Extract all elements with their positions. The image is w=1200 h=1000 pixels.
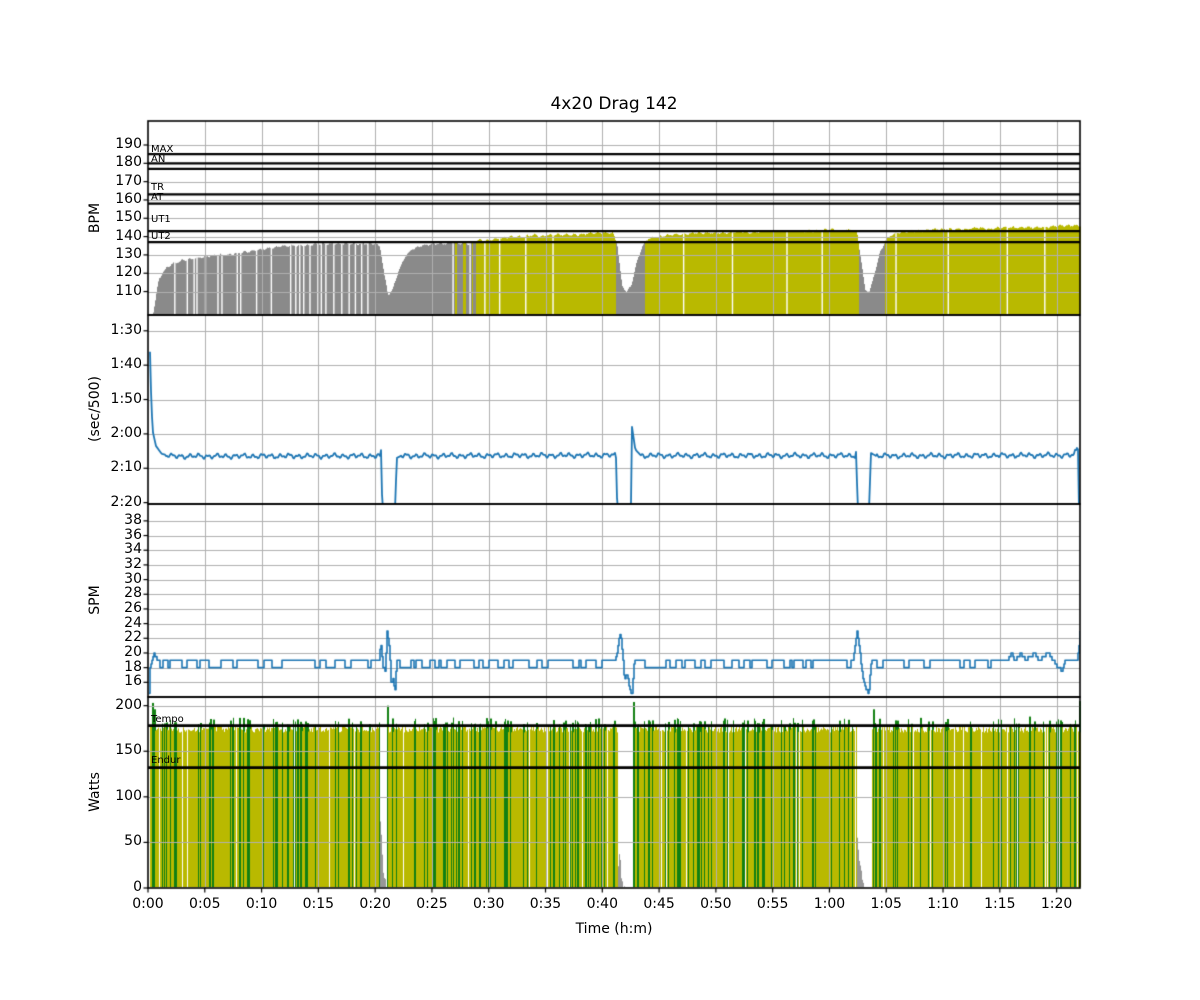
- hr-zone-label-tr: TR: [151, 181, 165, 193]
- y-tick-label-pace: 1:40: [110, 356, 142, 373]
- x-tick-label: 1:20: [1040, 896, 1073, 912]
- x-tick-label: 0:55: [756, 896, 789, 912]
- y-tick-label-stroke_rate: 18: [124, 658, 142, 675]
- y-tick-label-heart_rate: 170: [115, 172, 142, 189]
- y-tick-label-pace: 1:30: [110, 321, 142, 338]
- y-tick-label-power: 150: [115, 742, 142, 759]
- x-tick-label: 0:30: [472, 896, 505, 912]
- x-tick-label: 1:15: [984, 896, 1016, 912]
- y-tick-label-pace: 2:10: [110, 459, 142, 476]
- y-tick-label-stroke_rate: 24: [124, 614, 142, 631]
- y-tick-label-stroke_rate: 16: [124, 673, 142, 690]
- watts-zone-label-tempo: Tempo: [151, 714, 184, 726]
- x-axis-label: Time (h:m): [575, 921, 653, 937]
- x-tick-label: 0:10: [245, 896, 278, 912]
- y-tick-label-heart_rate: 160: [115, 190, 142, 207]
- y-tick-label-heart_rate: 110: [115, 282, 142, 299]
- y-tick-label-stroke_rate: 32: [124, 555, 142, 572]
- x-tick-label: 0:20: [359, 896, 391, 912]
- hr-zone-label-an: AN: [151, 154, 166, 166]
- y-tick-label-stroke_rate: 38: [124, 511, 142, 528]
- x-tick-label: 1:00: [813, 896, 846, 912]
- y-tick-label-stroke_rate: 28: [124, 585, 142, 602]
- y-tick-label-power: 50: [124, 833, 142, 850]
- y-tick-label-heart_rate: 180: [115, 154, 142, 171]
- hr-zone-label-ut2: UT2: [151, 231, 171, 243]
- y-tick-label-stroke_rate: 20: [124, 643, 142, 660]
- y-tick-label-pace: 1:50: [110, 390, 142, 407]
- x-tick-label: 0:15: [302, 896, 335, 912]
- y-tick-label-heart_rate: 190: [115, 135, 142, 152]
- y-tick-label-heart_rate: 120: [115, 264, 142, 281]
- y-tick-label-power: 100: [115, 787, 142, 804]
- x-tick-label: 1:10: [927, 896, 959, 912]
- y-tick-label-power: 0: [133, 879, 142, 895]
- y-tick-label-stroke_rate: 22: [124, 629, 142, 646]
- x-tick-label: 1:05: [870, 896, 902, 912]
- chart-title: 4x20 Drag 142: [550, 94, 678, 114]
- x-tick-label: 0:50: [700, 896, 732, 912]
- watts-zone-label-endur: Endur: [151, 755, 181, 767]
- hr-zone-label-ut1: UT1: [151, 214, 171, 226]
- x-tick-label: 0:25: [416, 896, 448, 912]
- y-tick-label-pace: 2:20: [110, 493, 142, 510]
- y-tick-label-pace: 2:00: [110, 424, 142, 441]
- y-tick-label-heart_rate: 140: [115, 227, 142, 244]
- x-tick-label: 0:00: [132, 896, 164, 912]
- y-tick-label-stroke_rate: 30: [124, 570, 142, 587]
- x-tick-label: 0:05: [189, 896, 221, 912]
- x-tick-label: 0:40: [586, 896, 619, 912]
- hr-zone-label-max: MAX: [151, 143, 174, 155]
- y-tick-label-stroke_rate: 36: [124, 526, 142, 543]
- y-tick-label-stroke_rate: 26: [124, 599, 142, 616]
- y-tick-label-heart_rate: 130: [115, 245, 142, 262]
- x-tick-label: 0:45: [643, 896, 675, 912]
- y-tick-label-heart_rate: 150: [115, 209, 142, 226]
- y-tick-label-power: 200: [115, 696, 142, 713]
- y-tick-label-stroke_rate: 34: [124, 541, 142, 558]
- y-axis-label-pace: (sec/500): [87, 376, 103, 442]
- x-tick-label: 0:35: [529, 896, 562, 912]
- hr-zone-label-at: AT: [151, 191, 164, 203]
